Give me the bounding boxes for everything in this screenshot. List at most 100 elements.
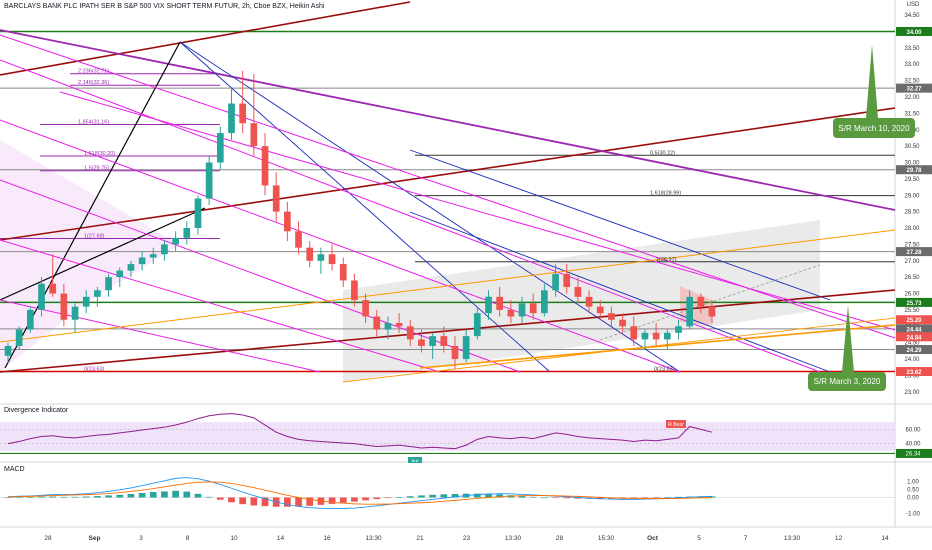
osc-band (0, 422, 895, 451)
macd-histogram-bar (306, 497, 314, 506)
macd-histogram-bar (395, 497, 403, 498)
macd-histogram-bar (15, 497, 23, 498)
macd-signal-line (7, 481, 713, 505)
price-badge (896, 367, 932, 377)
candle-body (15, 329, 23, 346)
candle-body (362, 300, 369, 317)
time-tick-label: 13:30 (784, 535, 801, 542)
macd-histogram-bar (384, 497, 392, 499)
candle-body (351, 280, 358, 301)
candle-body (71, 306, 79, 320)
time-tick-label: 3 (139, 535, 143, 542)
price-tick-label: 28.00 (904, 226, 920, 232)
sr-callout-march-10: S/R March 10, 2020 (833, 45, 915, 138)
candle-body (94, 290, 101, 297)
candle-body (116, 270, 124, 278)
macd-pane-title: MACD (4, 466, 25, 473)
macd-histogram-bar (82, 496, 90, 498)
fib-label: 1(27.68) (84, 234, 105, 240)
price-tick-label: 33.00 (904, 62, 920, 68)
candle-body (272, 185, 280, 212)
price-badge (896, 83, 932, 93)
candle-body (473, 313, 481, 337)
macd-histogram-bar (127, 493, 135, 498)
macd-histogram-bar (663, 497, 671, 498)
callout-pointer (866, 45, 878, 118)
osc-line (7, 413, 713, 450)
price-tick-label: 31.50 (904, 111, 920, 117)
price-tick-label: 26.50 (904, 275, 920, 281)
time-tick-label: 13:30 (505, 535, 522, 542)
macd-histogram-bar (216, 497, 224, 500)
currency-label: USD (907, 2, 920, 8)
candle-body (451, 345, 459, 360)
candle-body (630, 326, 638, 340)
trendline (0, 239, 441, 373)
macd-histogram-bar (596, 497, 604, 499)
candle-body (239, 103, 247, 124)
trendline (0, 289, 896, 373)
price-tick-label: 27.50 (904, 242, 920, 248)
trendline (0, 29, 896, 211)
macd-histogram-bar (429, 494, 436, 498)
trendline (0, 1, 411, 76)
callout-label: S/R March 3, 2020 (814, 377, 881, 386)
candle-body (507, 309, 515, 317)
candle-body (4, 345, 12, 356)
price-tick-label: 33.50 (904, 46, 920, 52)
candle-body (261, 146, 269, 186)
price-badge (896, 315, 932, 325)
price-tick-label: 32.00 (904, 95, 920, 101)
macd-histogram-bar (149, 492, 157, 498)
macd-histogram-bar (116, 494, 124, 498)
macd-histogram-bar (641, 497, 649, 499)
macd-histogram-bar (518, 496, 526, 498)
candle-body (429, 336, 436, 346)
price-badge (896, 247, 932, 257)
candle-body (686, 296, 694, 327)
macd-histogram-bar (183, 491, 191, 498)
time-tick-label: Oct (647, 535, 659, 542)
macd-histogram-bar (552, 497, 559, 499)
time-tick-label: 28 (44, 535, 52, 542)
candle-body (317, 254, 325, 261)
price-badge (896, 345, 932, 355)
price-badge (896, 297, 932, 307)
candle-body (585, 296, 593, 307)
candle-body (82, 296, 90, 307)
macd-histogram-bar (563, 497, 571, 499)
macd-histogram-bar (60, 496, 68, 498)
candle-body (339, 264, 347, 281)
price-badge-label: 32.27 (906, 87, 922, 93)
price-badge-label: 29.78 (906, 168, 922, 174)
time-tick-label: 21 (416, 535, 424, 542)
macd-histogram-bar (105, 495, 112, 498)
trendline (59, 91, 896, 331)
trendline (409, 149, 831, 301)
macd-histogram-bar (652, 497, 660, 499)
price-tick-label: 27.00 (904, 259, 920, 265)
price-tick-label: 30.50 (904, 144, 920, 150)
time-tick-label: 15:30 (598, 535, 615, 542)
macd-histogram-bar (541, 497, 548, 499)
candle-body (328, 254, 336, 265)
price-badge-label: 27.28 (906, 250, 922, 256)
macd-histogram-bar (172, 490, 179, 498)
candle-body (384, 323, 392, 330)
trendline (0, 107, 896, 241)
channel-box (343, 220, 820, 382)
trendline (4, 41, 181, 369)
macd-histogram-bar (239, 497, 247, 505)
fib-label: 1.5(29.75) (84, 166, 109, 172)
candle-body (708, 306, 716, 317)
macd-histogram-bar (71, 496, 79, 498)
osc-bear-label: R Bear (668, 422, 684, 428)
time-tick-label: 12 (835, 535, 843, 542)
macd-histogram-bar (708, 496, 716, 498)
price-badge-label: 24.29 (906, 348, 922, 354)
callout-box (833, 118, 915, 138)
time-tick-label: 14 (277, 535, 285, 542)
candle-body (26, 309, 34, 330)
macd-line (7, 477, 713, 510)
